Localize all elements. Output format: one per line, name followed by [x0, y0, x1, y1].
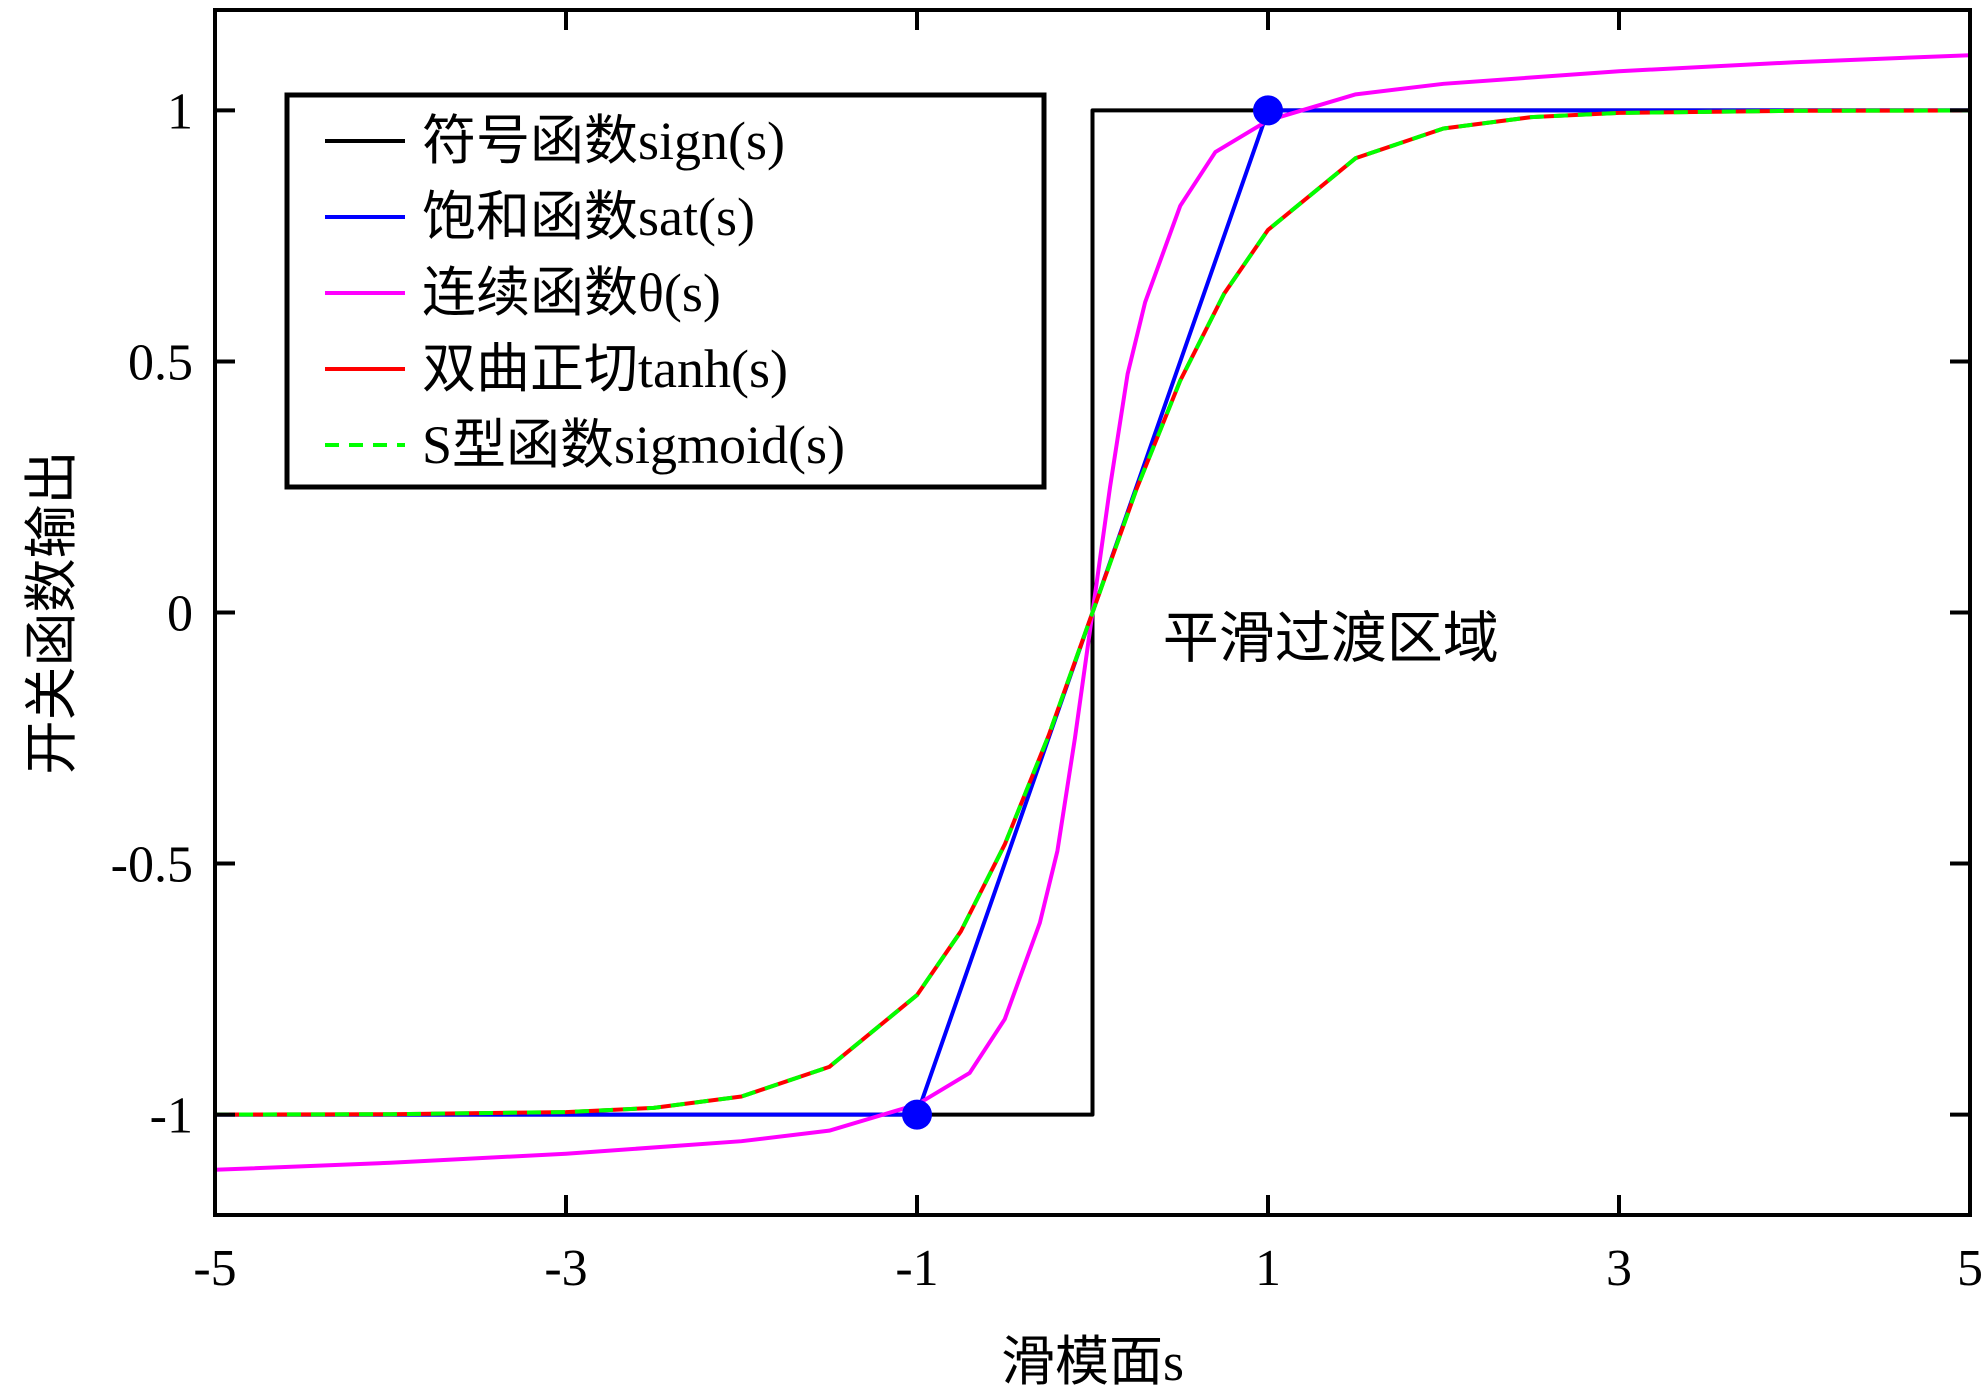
x-tick-label: -3	[544, 1240, 587, 1297]
x-tick-label: 5	[1957, 1240, 1981, 1297]
y-tick-label: 0	[167, 586, 193, 643]
y-tick-label: -0.5	[111, 837, 193, 894]
marker-point-2	[1253, 95, 1283, 126]
series-line-5	[215, 108, 1970, 1117]
legend-label-1: 符号函数sign(s)	[422, 111, 785, 171]
tick-labels: -5 -3 -1 1 3 5 -1 -0.5 0 0.5 1	[111, 83, 1981, 1297]
y-tick-label: 1	[167, 83, 193, 140]
x-tick-label: -5	[193, 1240, 236, 1297]
x-axis-title: 滑模面s	[1001, 1332, 1184, 1392]
annotation-smooth-transition: 平滑过渡区域	[1163, 609, 1499, 671]
x-tick-label: 1	[1255, 1240, 1281, 1297]
marker-point-1	[902, 1099, 932, 1130]
legend: 符号函数sign(s) 饱和函数sat(s) 连续函数θ(s) 双曲正切tanh(s)…	[284, 92, 1047, 490]
legend-label-2: 饱和函数sat(s)	[422, 187, 755, 247]
legend-label-5: S型函数sigmoid(s)	[422, 415, 845, 475]
axis-ticks	[213, 10, 1972, 1215]
y-tick-label: -1	[150, 1088, 193, 1145]
legend-label-3: 连续函数θ(s)	[422, 263, 721, 323]
y-axis-title: 开关函数输出	[22, 451, 82, 775]
y-tick-label: 0.5	[128, 334, 193, 391]
x-tick-label: -1	[895, 1240, 938, 1297]
legend-box	[284, 92, 1047, 490]
legend-label-4: 双曲正切tanh(s)	[422, 339, 788, 399]
x-tick-label: 3	[1606, 1240, 1632, 1297]
